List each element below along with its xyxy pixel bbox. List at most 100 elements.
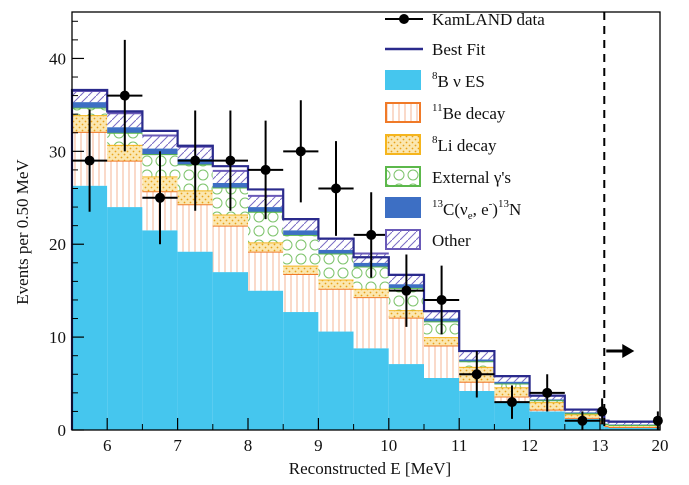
data-point-0 [72, 109, 108, 212]
axis-ticks: 6 7 8 9 10 11 12 13 20 0 10 20 30 40 [49, 20, 669, 455]
bar-c13-12 [494, 381, 530, 384]
bar-other-2 [142, 135, 178, 149]
bar-be11-3 [177, 204, 213, 252]
legend-label-li8: 8Li decay [432, 134, 497, 155]
bar-li8-7 [318, 279, 354, 289]
data-marker [225, 155, 236, 166]
data-point-15 [597, 398, 608, 425]
bar-be11-8 [353, 297, 389, 349]
bar-li8-4 [212, 214, 248, 226]
bar-external-6 [283, 234, 319, 266]
data-marker [597, 406, 608, 417]
bar-b8-7 [318, 331, 354, 430]
bar-b8-6 [283, 312, 319, 430]
x-tick-label: 11 [451, 436, 467, 455]
x-tick-label: 12 [521, 436, 538, 455]
bar-other-16 [604, 420, 609, 424]
data-marker-icon [399, 14, 409, 24]
stacked-histogram [72, 89, 660, 430]
y-tick-label: 40 [49, 49, 66, 68]
data-marker [155, 192, 165, 203]
bar-other-14 [564, 409, 600, 413]
right-arrow-icon [622, 344, 635, 359]
data-point-8 [353, 192, 389, 278]
data-marker [401, 285, 412, 296]
data-point-11 [459, 351, 495, 398]
bar-be11-5 [248, 251, 284, 291]
data-point-5 [248, 120, 284, 220]
data-point-9 [388, 254, 424, 327]
data-marker [436, 294, 447, 305]
bar-b8-9 [388, 364, 424, 430]
bar-be11-10 [424, 345, 460, 378]
legend-label-be11: 11Be decay [432, 102, 506, 123]
y-tick-label: 30 [49, 142, 66, 161]
data-point-6 [283, 100, 319, 203]
bar-b8-2 [142, 230, 178, 430]
data-marker [652, 415, 663, 426]
bar-b8-15 [600, 423, 605, 430]
legend-entry-other: Other [385, 229, 471, 250]
x-tick-label: 8 [244, 436, 253, 455]
bar-be11-7 [318, 288, 354, 332]
data-point-7 [318, 141, 354, 236]
data-point-14 [564, 411, 600, 430]
legend: KamLAND data Best Fit 8B ν ES 11Be decay… [385, 10, 545, 250]
data-point-10 [424, 265, 460, 335]
x-axis-title: Reconstructed E [MeV] [289, 459, 451, 478]
legend-entry-c13: 13C(νe, e-)13N [385, 197, 521, 222]
bar-other-7 [318, 238, 354, 250]
bar-b8-0 [72, 185, 108, 430]
legend-entry-external: External γ's [385, 166, 511, 187]
bar-c13-6 [283, 230, 319, 235]
data-marker [471, 369, 482, 380]
data-marker [119, 90, 130, 101]
bar-b8-8 [353, 348, 389, 430]
legend-label-b8: 8B ν ES [432, 70, 485, 91]
bar-other-17 [608, 421, 660, 425]
legend-entry-data: KamLAND data [385, 10, 545, 29]
bar-other-0 [72, 90, 108, 103]
data-point-13 [529, 374, 565, 412]
x-tick-label: 10 [380, 436, 397, 455]
bar-li8-10 [424, 337, 460, 346]
bar-li8-8 [353, 288, 389, 298]
legend-label-other: Other [432, 231, 471, 250]
data-marker [84, 155, 95, 166]
bar-be11-4 [212, 225, 248, 273]
bar-b8-16 [604, 426, 609, 430]
legend-entry-best-fit: Best Fit [385, 40, 486, 59]
data-marker [260, 164, 271, 175]
legend-label-c13: 13C(νe, e-)13N [432, 198, 521, 222]
bar-be11-6 [283, 273, 319, 313]
legend-label-data: KamLAND data [432, 10, 545, 29]
bar-external-7 [318, 253, 354, 280]
data-point-12 [494, 385, 530, 419]
data-point-2 [142, 151, 178, 245]
legend-label-best-fit: Best Fit [432, 40, 486, 59]
kamland-data-points [72, 39, 663, 430]
bar-c13-0 [72, 102, 108, 108]
bar-b8-10 [424, 377, 460, 430]
data-marker [331, 183, 341, 194]
bar-b8-1 [107, 207, 143, 430]
x-tick-label: 9 [314, 436, 323, 455]
legend-entry-be11: 11Be decay [385, 102, 506, 123]
y-tick-label: 20 [49, 235, 66, 254]
data-point-4 [212, 110, 248, 211]
plot-frame [71, 11, 661, 431]
data-point-3 [177, 110, 213, 211]
x-tick-label: 13 [592, 436, 609, 455]
bar-b8-5 [248, 290, 284, 430]
x-tick-label: 6 [103, 436, 112, 455]
bar-b8-3 [177, 251, 213, 430]
bar-other-12 [494, 376, 530, 382]
series-b8 [72, 185, 660, 430]
x-tick-label: 7 [173, 436, 182, 455]
bar-li8-6 [283, 265, 319, 274]
bar-be11-1 [107, 160, 143, 208]
data-marker [366, 229, 377, 240]
energy-cut-marker [603, 12, 635, 430]
bar-b8-17 [608, 427, 660, 430]
